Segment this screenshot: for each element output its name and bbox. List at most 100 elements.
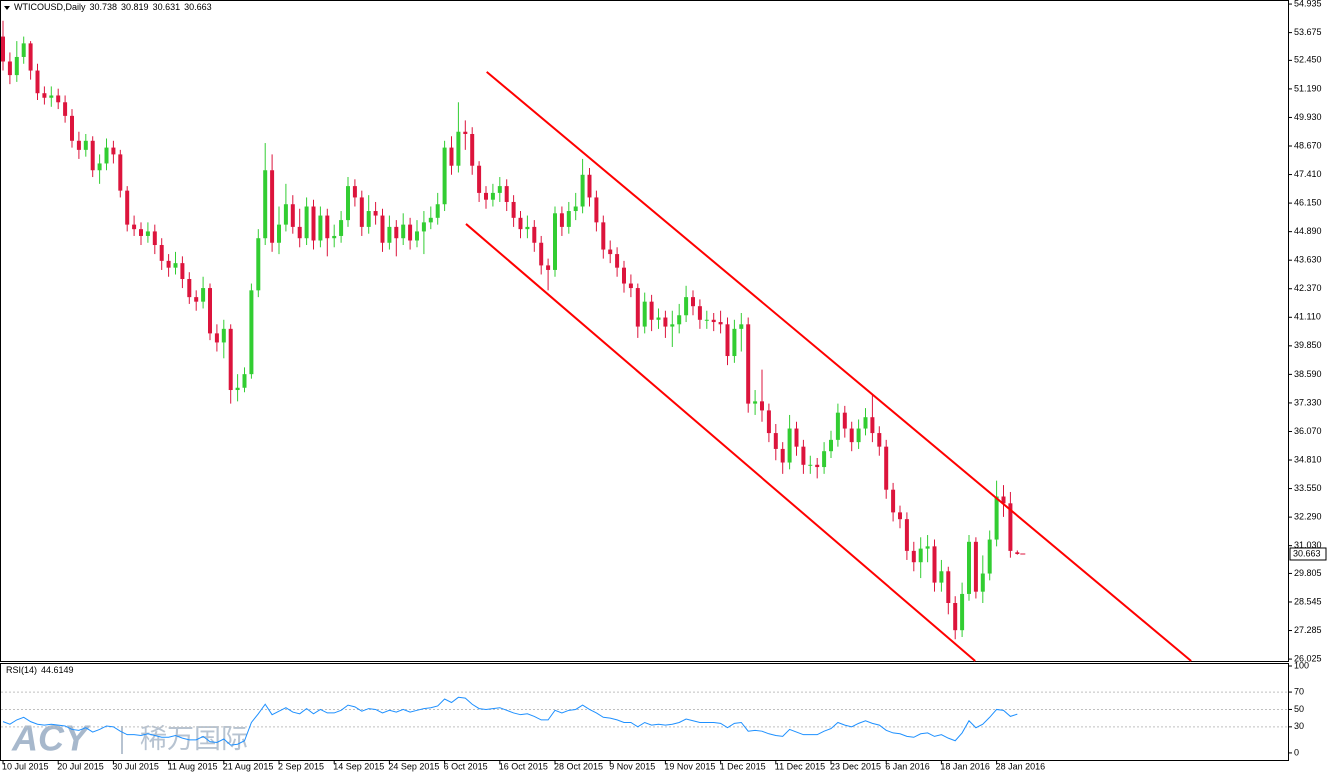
- y-tick-label: 100: [1294, 660, 1309, 670]
- candle-body: [442, 147, 447, 205]
- candle-body: [939, 571, 944, 583]
- candle-body: [994, 496, 999, 540]
- x-tick-label: 11 Aug 2015: [168, 761, 218, 771]
- candle-body: [504, 186, 509, 202]
- candle-body: [228, 328, 233, 391]
- candle-body: [42, 93, 47, 98]
- y-tick-label: 36.070: [1294, 426, 1322, 436]
- candle-body: [97, 163, 102, 171]
- y-tick-label: 44.890: [1294, 226, 1322, 236]
- current-price-label: 30.663: [1293, 548, 1321, 558]
- candle-body: [435, 204, 440, 218]
- candle-body: [911, 550, 916, 563]
- watermark-text: 稀万国际: [140, 724, 248, 754]
- candle-body: [263, 170, 268, 239]
- candle-body: [580, 174, 585, 207]
- candle-body: [408, 224, 413, 241]
- y-tick-label: 37.330: [1294, 397, 1322, 407]
- candle-body: [83, 140, 88, 150]
- candle-body: [925, 546, 930, 549]
- candle-body: [277, 224, 281, 243]
- candle-body: [1008, 503, 1013, 551]
- candle-body: [484, 192, 488, 200]
- candle-body: [449, 147, 454, 166]
- candle-body: [787, 428, 792, 463]
- chart-header: WTICOUSD,Daily 30.738 30.819 30.631 30.663: [14, 2, 212, 12]
- candle-body: [649, 301, 654, 320]
- candle-body: [339, 220, 344, 236]
- candle-body: [815, 464, 820, 468]
- y-tick-label: 41.110: [1294, 312, 1321, 322]
- y-tick-label: 0: [1294, 747, 1299, 757]
- candle-body: [415, 231, 419, 241]
- candle-body: [877, 433, 882, 447]
- candle-body: [766, 410, 771, 434]
- candle-body: [835, 412, 840, 440]
- x-tick-label: 1 Dec 2015: [720, 761, 766, 771]
- candle-body: [953, 602, 958, 631]
- y-tick-label: 38.590: [1294, 369, 1322, 379]
- candle-body: [684, 297, 689, 316]
- channel-line: [486, 71, 1192, 662]
- header-high: 30.819: [121, 2, 149, 12]
- candle-body: [490, 192, 495, 200]
- candle-body: [904, 519, 909, 551]
- candle-body: [794, 428, 799, 447]
- y-tick-label: 31.030: [1294, 540, 1322, 550]
- candle-body: [539, 242, 544, 266]
- candle-body: [394, 226, 399, 239]
- y-tick-label: 47.410: [1294, 169, 1322, 179]
- y-tick-label: 30: [1294, 721, 1304, 731]
- y-tick-label: 34.810: [1294, 454, 1322, 464]
- y-tick-label: 52.450: [1294, 55, 1322, 65]
- candle-body: [76, 140, 81, 150]
- candle-body: [691, 297, 695, 307]
- candle-body: [373, 211, 378, 216]
- chart-title: WTICOUSD,Daily: [14, 2, 86, 12]
- candle-body: [628, 283, 633, 289]
- candle-body: [159, 245, 164, 261]
- candle-body: [387, 226, 392, 243]
- x-tick-label: 28 Oct 2015: [554, 761, 603, 771]
- candle-body: [856, 428, 861, 443]
- channel-line: [465, 223, 976, 662]
- candle-body: [283, 204, 288, 225]
- y-tick-label: 46.150: [1294, 197, 1322, 207]
- candle-body: [670, 324, 675, 327]
- y-tick-label: 51.190: [1294, 83, 1322, 93]
- rsi-title: RSI(14): [6, 665, 37, 675]
- candle-body: [946, 571, 951, 603]
- candle-body: [525, 226, 530, 230]
- candle-body: [221, 328, 226, 343]
- candle-body: [359, 197, 364, 227]
- candle-body: [863, 417, 868, 429]
- candle-body: [421, 222, 426, 232]
- candle-body: [7, 61, 12, 76]
- candle-body: [780, 448, 785, 463]
- candle-body: [808, 464, 813, 466]
- y-tick-label: 28.545: [1294, 596, 1322, 606]
- candle-body: [208, 288, 212, 334]
- candle-body: [49, 95, 54, 98]
- y-tick-label: 29.805: [1294, 568, 1322, 578]
- candle-body: [21, 43, 26, 57]
- candle-body: [511, 201, 516, 218]
- candle-body: [960, 593, 965, 631]
- candle-body: [987, 539, 992, 574]
- y-tick-label: 27.285: [1294, 625, 1322, 635]
- candle-body: [663, 317, 668, 327]
- rsi-header: RSI(14) 44.6149: [6, 665, 74, 675]
- candle-body: [346, 186, 350, 221]
- candle-body: [829, 439, 833, 452]
- header-close: 30.663: [184, 2, 212, 12]
- rsi-line: [2, 696, 1018, 746]
- candle-body: [477, 165, 482, 193]
- candle-body: [594, 197, 599, 223]
- candle-body: [118, 154, 123, 191]
- rsi-panel: [0, 663, 1289, 761]
- candle-body: [615, 254, 620, 268]
- candle-body: [214, 333, 219, 343]
- candle-body: [242, 374, 247, 388]
- candle-body: [380, 215, 385, 243]
- x-tick-label: 18 Jan 2016: [940, 761, 990, 771]
